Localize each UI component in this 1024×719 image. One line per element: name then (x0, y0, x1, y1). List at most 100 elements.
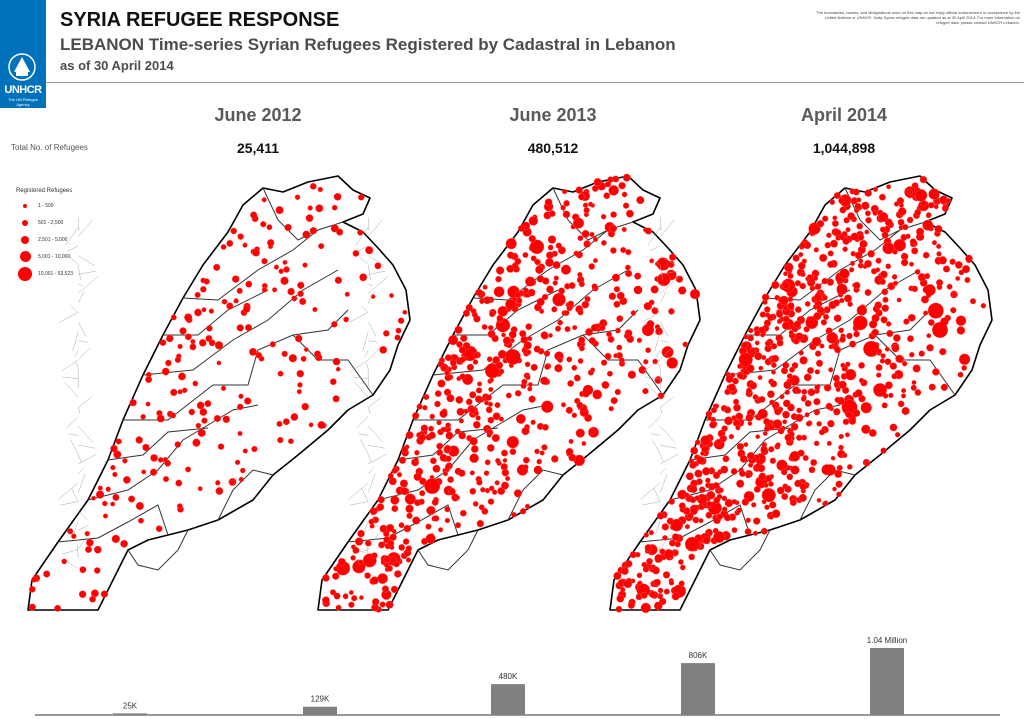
refugee-dot (914, 209, 922, 216)
cadastral-boundary (73, 520, 79, 535)
refugee-dot (623, 579, 633, 589)
refugee-dot (896, 297, 902, 303)
refugee-dot (705, 477, 711, 484)
refugee-dot (455, 396, 464, 404)
refugee-dot (892, 280, 899, 286)
refugee-dot (533, 345, 541, 353)
refugee-dot (379, 346, 388, 354)
refugee-dot (432, 464, 441, 473)
refugee-dot (284, 223, 292, 232)
refugee-dot (909, 238, 917, 245)
refugee-dot (403, 524, 412, 533)
refugee-dot (528, 216, 539, 226)
cadastral-boundary (368, 321, 377, 337)
refugee-dot (79, 566, 87, 574)
refugee-dot (155, 525, 163, 533)
refugee-dot (333, 592, 341, 600)
refugee-dot (577, 309, 584, 316)
refugee-dot (881, 304, 889, 312)
district-boundary (163, 289, 269, 336)
refugee-dot (738, 352, 753, 367)
refugee-dot (110, 501, 116, 507)
refugee-dot (483, 470, 490, 476)
refugee-dot (845, 227, 851, 233)
refugee-dot (643, 302, 652, 311)
refugee-dot (914, 269, 921, 275)
refugee-dot-large (932, 322, 948, 338)
refugee-dot (112, 471, 118, 478)
refugee-dot (809, 389, 816, 396)
refugee-dot (370, 576, 379, 585)
refugee-dot (813, 312, 822, 321)
refugee-dot (868, 320, 878, 329)
refugee-dot (694, 495, 700, 501)
unhcr-emblem-icon (8, 53, 36, 81)
refugee-dot (854, 389, 863, 398)
cadastral-boundary (648, 416, 661, 429)
refugee-dot (769, 457, 777, 464)
refugee-dot (878, 193, 886, 201)
refugee-dot (795, 413, 804, 422)
refugee-dot (807, 367, 814, 374)
refugee-dot (803, 373, 812, 382)
refugee-dot (567, 380, 574, 387)
refugee-dot (661, 523, 669, 531)
refugee-dot (835, 480, 843, 488)
refugee-dot (317, 186, 323, 193)
refugee-dot (653, 601, 663, 611)
cadastral-boundary (368, 276, 388, 294)
refugee-dot (835, 386, 841, 392)
refugee-dot (914, 189, 928, 202)
refugee-dot (237, 430, 243, 437)
refugee-dot (709, 421, 717, 429)
refugee-dot (275, 206, 284, 215)
refugee-dot (546, 251, 554, 260)
refugee-dot (713, 496, 721, 504)
refugee-dot (281, 350, 288, 358)
refugee-dot (757, 408, 768, 420)
refugee-dot (712, 482, 720, 489)
refugee-dot (853, 281, 861, 290)
refugee-dot (303, 347, 309, 352)
refugee-dot (911, 182, 919, 190)
refugee-dot (459, 509, 467, 517)
cadastral-boundary (363, 520, 369, 535)
cadastral-boundary (655, 520, 661, 535)
refugee-dot (852, 315, 868, 331)
refugee-dot (783, 262, 794, 273)
refugee-dot (950, 307, 957, 314)
refugee-dot (755, 434, 761, 440)
refugee-dot (482, 284, 488, 290)
refugee-dot (857, 262, 864, 269)
refugee-dot (797, 261, 806, 270)
refugee-dot-large (824, 464, 836, 476)
refugee-dot (514, 390, 522, 397)
refugee-dot (444, 517, 451, 524)
refugee-dot (847, 212, 855, 220)
refugee-dot (192, 380, 199, 387)
refugee-dot (685, 472, 694, 481)
cadastral-boundary (660, 291, 667, 304)
refugee-dot (476, 479, 483, 486)
refugee-dot (865, 217, 872, 224)
refugee-dot (718, 487, 724, 493)
report-date: as of 30 April 2014 (60, 58, 174, 73)
cadastral-boundary (78, 219, 93, 237)
refugee-dot (439, 409, 448, 418)
refugee-dot (678, 286, 687, 295)
refugee-dot (838, 380, 847, 389)
refugee-dot (622, 202, 630, 209)
refugee-dot (875, 267, 881, 273)
refugee-dot (880, 447, 887, 454)
cadastral-boundary (77, 265, 81, 281)
refugee-dot (834, 470, 843, 478)
refugee-dot (487, 416, 495, 424)
refugee-dot (783, 380, 792, 390)
refugee-dot (825, 402, 833, 410)
district-boundary (552, 187, 609, 241)
refugee-dot (876, 348, 883, 355)
map-legend: Registered Refugees 1 - 500 501 - 2,500 … (16, 188, 116, 282)
refugee-dot (819, 343, 825, 349)
refugee-dot (424, 478, 441, 495)
total-refugees-label: Total No. of Refugees (11, 143, 88, 152)
